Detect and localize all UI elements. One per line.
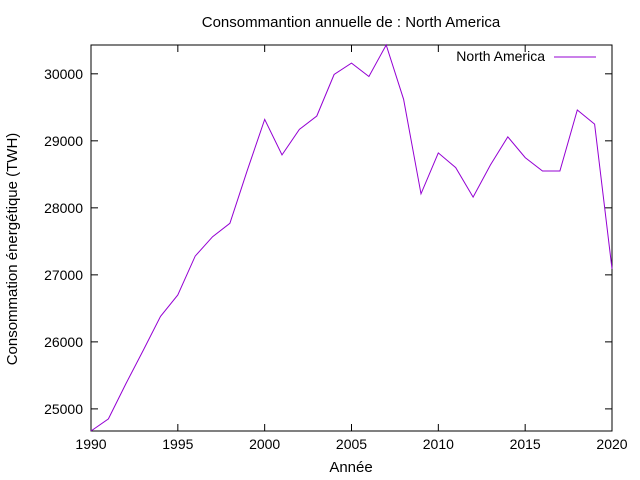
x-tick-label: 2015: [510, 436, 541, 452]
y-tick-label: 28000: [44, 200, 83, 216]
x-tick-label: 2000: [249, 436, 280, 452]
x-tick-label: 2010: [423, 436, 454, 452]
y-tick-label: 26000: [44, 334, 83, 350]
y-tick-label: 29000: [44, 133, 83, 149]
legend: North America: [456, 48, 596, 64]
chart-title: Consommantion annuelle de : North Americ…: [202, 14, 501, 31]
x-axis-label: Année: [329, 459, 372, 476]
x-tick-label: 1990: [75, 436, 106, 452]
y-axis-label: Consommation énergétique (TWH): [4, 133, 21, 366]
series-line-north-america: [90, 43, 613, 432]
x-tick-label: 2005: [336, 436, 367, 452]
legend-label: North America: [456, 48, 545, 64]
y-tick-label: 30000: [44, 66, 83, 82]
y-tick-label: 27000: [44, 267, 83, 283]
x-tick-label: 2020: [596, 436, 627, 452]
plot-border: [90, 44, 613, 432]
y-tick-label: 25000: [44, 401, 83, 417]
plot-area: 1990 1995 2000 2005 2010 2015 2020 25000 26000 27…: [44, 43, 628, 452]
x-tick-label: 1995: [162, 436, 193, 452]
